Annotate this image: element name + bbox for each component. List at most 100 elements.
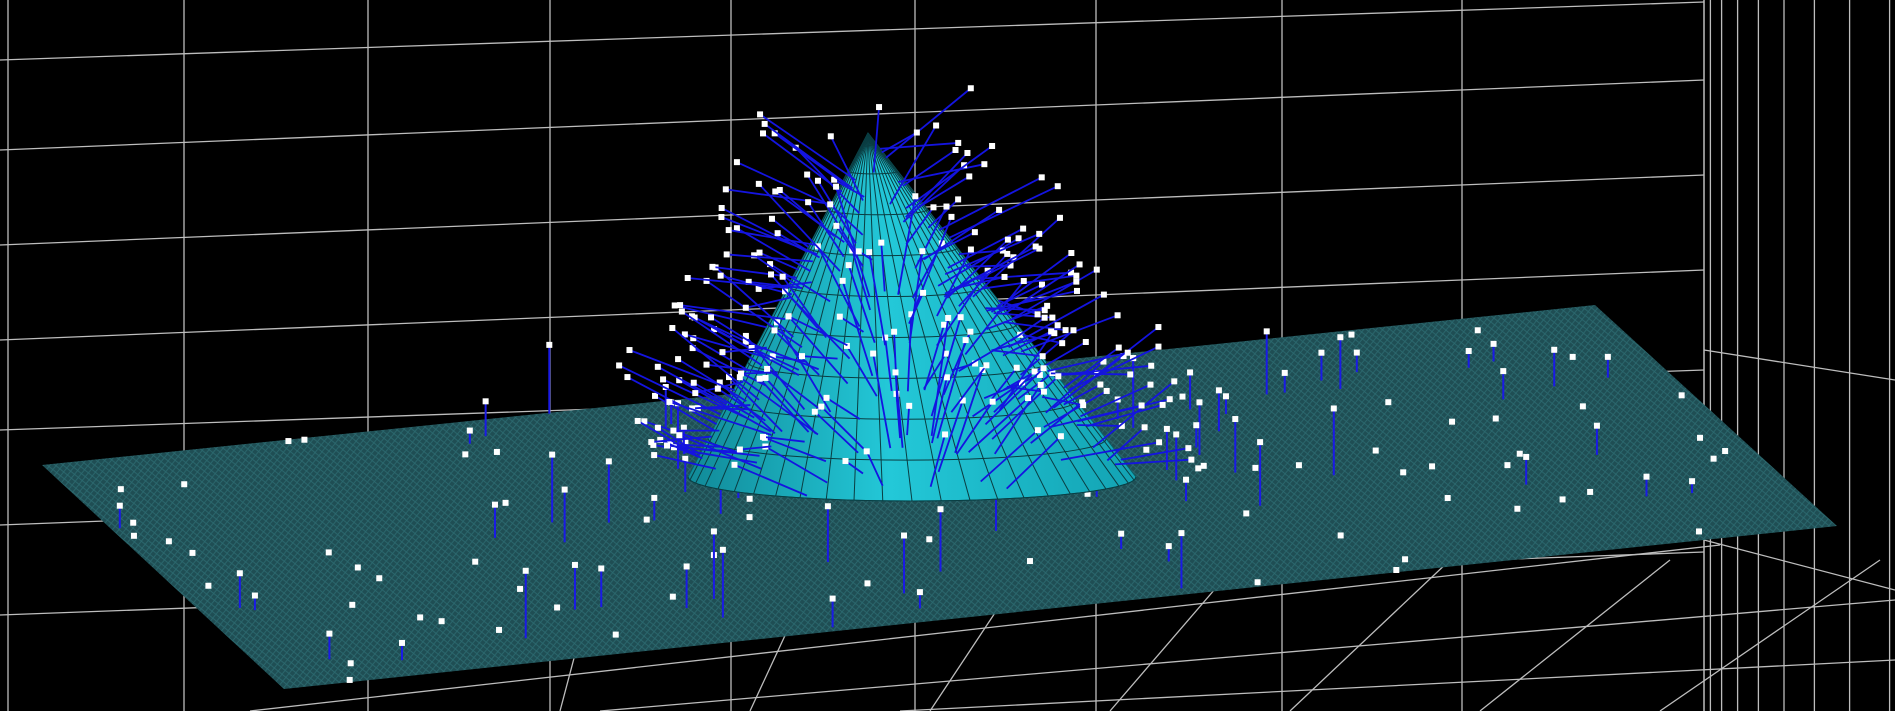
normal-point	[882, 334, 889, 341]
normal-line	[964, 280, 1025, 355]
sample-point	[605, 458, 612, 465]
sample-point	[1254, 579, 1261, 586]
normal-line	[1047, 351, 1128, 372]
normal-point	[1054, 322, 1061, 329]
normal-point	[1040, 388, 1047, 395]
normal-point	[1054, 183, 1061, 190]
normal-point	[776, 187, 783, 194]
normal-line	[1056, 364, 1152, 376]
normal-line	[826, 397, 861, 420]
normal-line	[991, 375, 1059, 440]
sample-point	[438, 618, 445, 625]
normal-point	[967, 328, 974, 335]
normal-point	[866, 249, 873, 256]
normal-line	[657, 426, 701, 456]
normal-point	[1076, 261, 1083, 268]
sample-point	[1710, 455, 1717, 462]
normal-point	[1100, 358, 1107, 365]
normal-line	[781, 276, 827, 339]
normal-point	[957, 314, 964, 321]
normal-line	[666, 444, 760, 457]
normal-point	[1018, 379, 1025, 386]
normal-line	[728, 376, 783, 433]
sample-point	[1222, 393, 1229, 400]
normal-point	[714, 385, 721, 392]
normal-line	[868, 252, 887, 346]
sample-point	[347, 660, 354, 667]
normal-line	[905, 152, 969, 218]
normal-line	[769, 263, 831, 303]
sample-point	[669, 593, 676, 600]
normal-line	[905, 145, 993, 209]
normal-point	[660, 376, 667, 383]
normal-point	[1093, 266, 1100, 273]
sample-point	[1187, 369, 1194, 376]
sample-point	[116, 502, 123, 509]
normal-point	[1036, 230, 1043, 237]
normal-point	[855, 248, 862, 255]
normal-line	[681, 310, 763, 367]
normal-point	[933, 122, 940, 129]
normal-point	[761, 120, 768, 127]
normal-point	[718, 214, 725, 221]
sample-point	[285, 438, 292, 445]
normal-point	[1039, 353, 1046, 360]
normal-point	[726, 374, 733, 381]
sample-point	[1697, 434, 1704, 441]
cone-ring	[827, 209, 929, 216]
normal-point	[966, 173, 973, 180]
normal-line	[829, 203, 864, 236]
normal-line	[898, 163, 985, 183]
sample-point	[1523, 453, 1530, 460]
normal-point	[827, 201, 834, 208]
sample-point	[1252, 464, 1259, 471]
normal-point	[845, 262, 852, 269]
normal-point	[943, 374, 950, 381]
sample-point	[1559, 496, 1566, 503]
normal-line	[993, 370, 1036, 413]
sample-point	[1444, 495, 1451, 502]
normal-line	[764, 377, 817, 435]
normal-line	[753, 254, 801, 288]
normal-line	[766, 368, 822, 411]
normal-point	[876, 104, 883, 111]
normal-line	[751, 347, 800, 371]
grid-line	[0, 79, 1705, 151]
normal-point	[1036, 245, 1043, 252]
normal-point	[1100, 291, 1107, 298]
sample-point	[1722, 448, 1729, 455]
normal-line	[654, 395, 716, 432]
normal-point	[1059, 340, 1066, 347]
normal-point	[654, 363, 661, 370]
normal-line	[958, 253, 1008, 307]
sample-point	[130, 532, 137, 539]
sample-point	[325, 549, 332, 556]
normal-point	[1013, 364, 1020, 371]
normal-line	[980, 247, 1040, 279]
normal-point	[657, 436, 664, 443]
normal-line	[968, 397, 1029, 453]
normal-line	[923, 209, 1000, 261]
normal-point	[1049, 314, 1056, 321]
normal-point	[1114, 312, 1121, 319]
sample-point	[354, 564, 361, 571]
normal-point	[1103, 387, 1110, 394]
sample-point	[1593, 422, 1600, 429]
normal-line	[835, 186, 871, 298]
normal-line	[745, 296, 791, 309]
normal-point	[774, 230, 781, 237]
sample-point	[326, 630, 333, 637]
normal-point	[736, 374, 743, 381]
normal-line	[880, 242, 886, 292]
normal-point	[1156, 439, 1163, 446]
normal-line	[1002, 330, 1052, 357]
normal-point	[1056, 214, 1063, 221]
sample-point	[651, 494, 658, 501]
normal-line	[996, 280, 1077, 314]
normal-line	[944, 245, 1037, 295]
normal-line	[653, 454, 716, 470]
normal-line	[629, 349, 736, 392]
normal-point	[703, 361, 710, 368]
sample-point	[251, 592, 258, 599]
sample-point	[1243, 510, 1250, 517]
